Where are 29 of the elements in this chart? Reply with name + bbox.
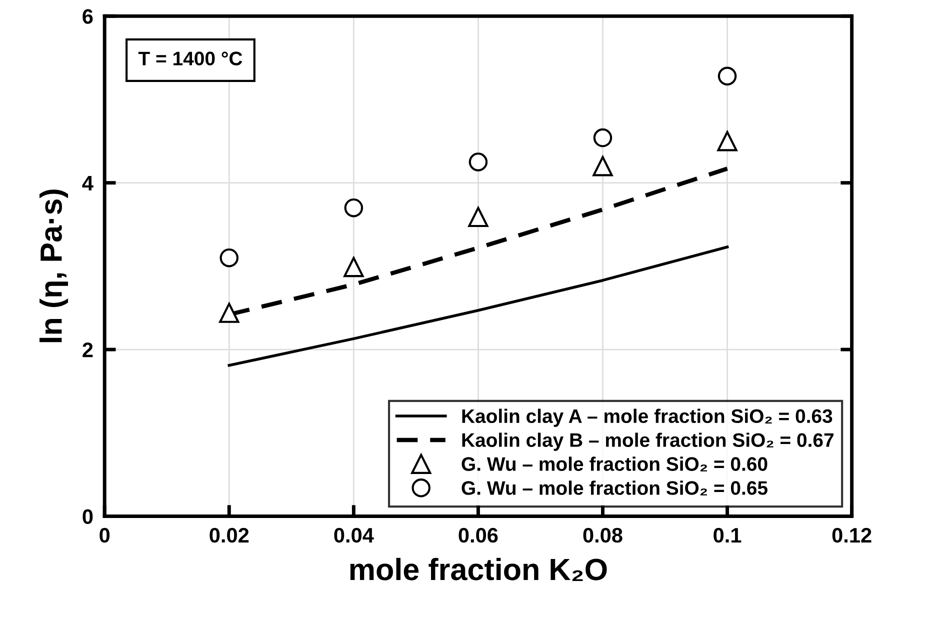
- point: [592, 156, 613, 176]
- x-tick-label: 0.06: [458, 528, 498, 543]
- legend-label: Kaolin clay A – mole fraction SiO₂ = 0.63: [462, 408, 832, 427]
- x-tick-label: 0.04: [334, 528, 374, 543]
- point: [717, 131, 738, 152]
- y-tick-label: 4: [82, 176, 94, 190]
- x-tick-label: 0.02: [210, 528, 249, 543]
- point: [219, 302, 240, 323]
- x-tick-label: 0.1: [714, 528, 742, 543]
- annotation: T = 1400 °C: [138, 52, 242, 66]
- point: [468, 152, 488, 172]
- line-series: [228, 246, 729, 367]
- point: [344, 256, 364, 278]
- legend-label: Kaolin clay B – mole fraction SiO₂ = 0.67: [462, 432, 834, 451]
- y-axis-title: ln (η, Pa·s): [40, 190, 68, 342]
- y-tick-label: 6: [82, 9, 93, 24]
- legend-label: G. Wu – mole fraction SiO₂ = 0.60: [462, 456, 768, 472]
- x-tick-label: 0: [100, 528, 110, 543]
- point: [718, 66, 737, 86]
- y-tick-label: 0: [82, 509, 93, 524]
- legend-label: G. Wu – mole fraction SiO₂ = 0.65: [462, 480, 768, 496]
- x-tick-label: 0.08: [583, 528, 622, 543]
- point: [344, 198, 364, 218]
- x-tick-label: 0.12: [832, 528, 872, 543]
- x-axis-title: mole fraction K₂O: [350, 558, 607, 581]
- y-tick-label: 2: [82, 342, 93, 358]
- point: [468, 206, 488, 228]
- point: [593, 128, 612, 148]
- point: [220, 248, 239, 268]
